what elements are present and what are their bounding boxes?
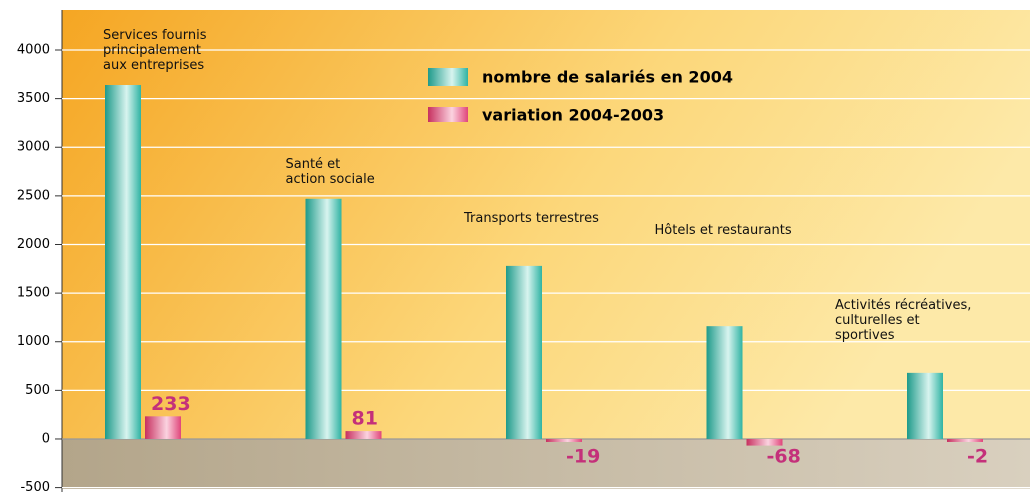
value-label: 81 (352, 408, 378, 430)
category-label: Services fournis principalement aux entr… (103, 28, 207, 74)
y-tick-label: 2000 (17, 237, 50, 252)
y-tick-label: 1500 (17, 286, 50, 301)
y-tick-label: 1000 (17, 334, 50, 349)
category-label: Activités récréatives, culturelles et sp… (835, 297, 972, 343)
negative-bg (62, 439, 1030, 489)
bar (546, 438, 582, 442)
y-tick-label: 2500 (17, 188, 50, 203)
bar (105, 85, 141, 439)
bar (706, 326, 743, 439)
bar (305, 198, 342, 439)
y-tick-label: 3000 (17, 140, 50, 155)
value-label: -68 (767, 445, 801, 467)
y-tick-label: 3500 (17, 91, 50, 106)
y-tick-label: 4000 (17, 43, 50, 58)
y-tick-label: 0 (42, 431, 50, 446)
bar (506, 265, 542, 439)
bar (345, 431, 382, 439)
category-label: Transports terrestres (464, 210, 599, 226)
bar (907, 372, 943, 439)
bar (947, 438, 983, 442)
legend-label: nombre de salariés en 2004 (482, 68, 733, 87)
bar (746, 438, 783, 446)
plot-bg (62, 10, 1030, 439)
category-label: Hôtels et restaurants (654, 223, 792, 239)
bar (145, 416, 181, 439)
legend-swatch (428, 68, 468, 86)
category-label: Santé et action sociale (285, 156, 375, 187)
y-tick-label: 500 (25, 383, 50, 398)
value-label: -2 (967, 445, 988, 467)
value-label: 233 (151, 393, 191, 415)
legend-swatch (428, 107, 468, 122)
y-tick-label: -500 (20, 480, 50, 495)
value-label: -19 (566, 445, 600, 467)
legend-label: variation 2004-2003 (482, 106, 664, 125)
